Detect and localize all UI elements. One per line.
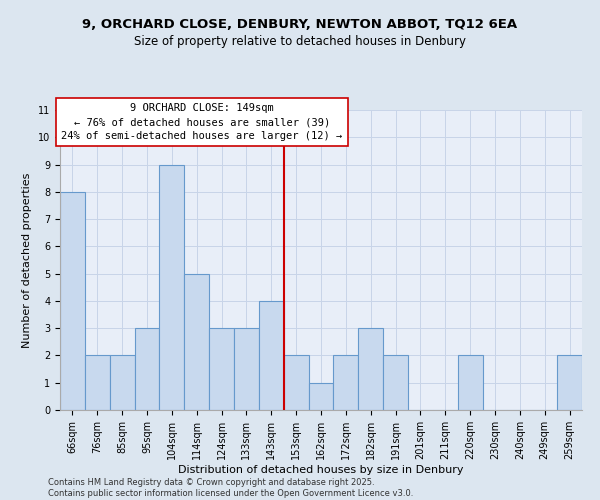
- Bar: [134, 328, 160, 410]
- Bar: [60, 192, 85, 410]
- Bar: [557, 356, 582, 410]
- Text: 9, ORCHARD CLOSE, DENBURY, NEWTON ABBOT, TQ12 6EA: 9, ORCHARD CLOSE, DENBURY, NEWTON ABBOT,…: [82, 18, 518, 30]
- Bar: [209, 328, 234, 410]
- Bar: [85, 356, 110, 410]
- Bar: [160, 164, 184, 410]
- Bar: [259, 301, 284, 410]
- Bar: [334, 356, 358, 410]
- Bar: [308, 382, 334, 410]
- Text: Size of property relative to detached houses in Denbury: Size of property relative to detached ho…: [134, 35, 466, 48]
- Y-axis label: Number of detached properties: Number of detached properties: [22, 172, 32, 348]
- Bar: [458, 356, 482, 410]
- Text: Contains HM Land Registry data © Crown copyright and database right 2025.
Contai: Contains HM Land Registry data © Crown c…: [48, 478, 413, 498]
- Bar: [383, 356, 408, 410]
- Text: 9 ORCHARD CLOSE: 149sqm
← 76% of detached houses are smaller (39)
24% of semi-de: 9 ORCHARD CLOSE: 149sqm ← 76% of detache…: [61, 104, 343, 142]
- Bar: [358, 328, 383, 410]
- Bar: [284, 356, 308, 410]
- Bar: [184, 274, 209, 410]
- Bar: [234, 328, 259, 410]
- X-axis label: Distribution of detached houses by size in Denbury: Distribution of detached houses by size …: [178, 464, 464, 474]
- Bar: [110, 356, 134, 410]
